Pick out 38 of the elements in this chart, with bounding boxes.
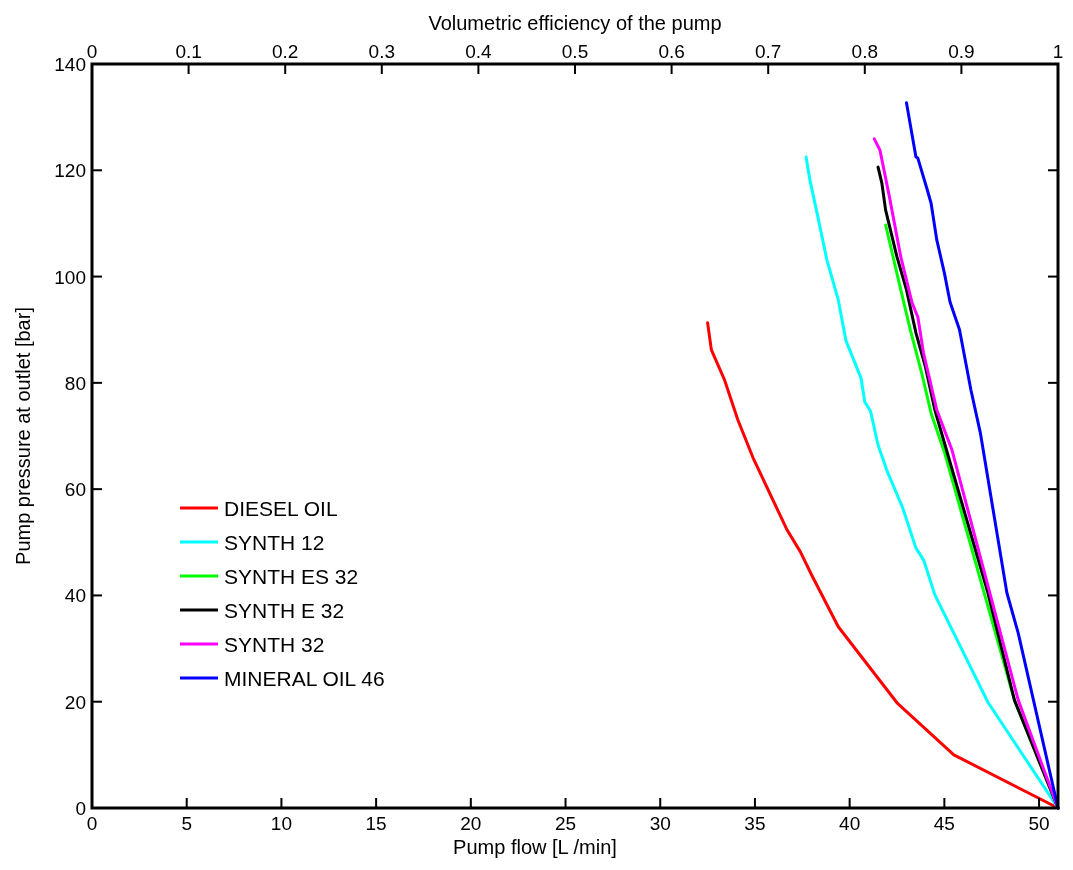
y-tick-label: 60 xyxy=(64,479,86,501)
x2-tick-label: 0.5 xyxy=(561,41,589,62)
y-tick-label: 40 xyxy=(64,585,86,607)
x-axis-title: Pump flow [L /min] xyxy=(453,836,617,858)
y-tick-label: 140 xyxy=(54,54,86,75)
x-tick-label: 5 xyxy=(181,813,192,834)
x2-tick-label: 0.8 xyxy=(851,41,879,62)
y-tick-label: 80 xyxy=(64,372,86,394)
x-tick-label: 15 xyxy=(365,813,387,834)
legend-label: DIESEL OIL xyxy=(224,497,338,520)
x2-tick-label: 1 xyxy=(1052,41,1064,62)
legend-label: SYNTH 32 xyxy=(224,633,325,656)
x-tick-label: 40 xyxy=(839,813,861,834)
y-axis-title: Pump pressure at outlet [bar] xyxy=(12,307,34,565)
x2-tick-label: 0.7 xyxy=(754,41,782,62)
x-tick-label: 30 xyxy=(649,813,671,834)
x2-tick-label: 0.6 xyxy=(658,41,685,62)
legend-label: MINERAL OIL 46 xyxy=(224,667,385,690)
x2-tick-label: 0.3 xyxy=(368,41,396,62)
x-tick-label: 25 xyxy=(554,813,577,834)
line-series xyxy=(904,101,1060,810)
x2-tick-label: 0.1 xyxy=(175,41,202,62)
x-tick-label: 35 xyxy=(744,813,766,834)
x-tick-label: 45 xyxy=(933,813,955,834)
x-tick-label: 10 xyxy=(270,813,292,834)
y-tick-label: 20 xyxy=(64,691,86,713)
y-tick-label: 0 xyxy=(75,798,86,819)
x2-tick-label: 0.4 xyxy=(465,41,493,62)
y-tick-label: 120 xyxy=(54,160,86,182)
legend-label: SYNTH E 32 xyxy=(224,599,345,622)
x-tick-label: 20 xyxy=(460,813,482,834)
x2-tick-label: 0.2 xyxy=(271,41,299,62)
legend-label: SYNTH ES 32 xyxy=(224,565,359,588)
x2-axis-title: Volumetric efficiency of the pump xyxy=(428,12,722,34)
x-tick-label: 50 xyxy=(1028,813,1050,834)
y-tick-label: 100 xyxy=(54,266,86,288)
x2-tick-label: 0.9 xyxy=(948,41,975,62)
legend-label: SYNTH 12 xyxy=(224,531,325,554)
